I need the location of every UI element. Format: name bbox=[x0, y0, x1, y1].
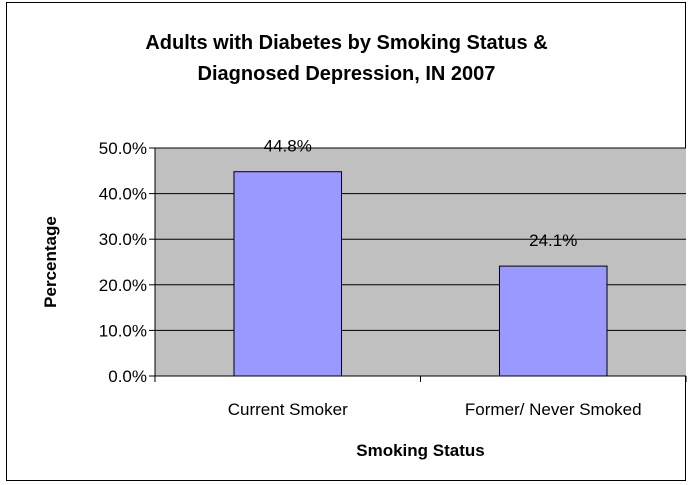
bars bbox=[233, 171, 608, 377]
chart-title-line-1: Adults with Diabetes by Smoking Status & bbox=[145, 32, 548, 54]
y-axis-title: Percentage bbox=[41, 216, 60, 308]
data-label-1: 24.1% bbox=[529, 231, 577, 250]
bar-1 bbox=[498, 265, 608, 377]
axes bbox=[149, 147, 687, 382]
y-tick-label-1: 10.0% bbox=[99, 321, 147, 340]
y-tick-label-0: 0.0% bbox=[108, 367, 147, 386]
x-tick-label-0: Current Smoker bbox=[228, 400, 348, 419]
x-axis-title: Smoking Status bbox=[356, 441, 484, 460]
y-tick-label-2: 20.0% bbox=[99, 276, 147, 295]
labels: 0.0% 10.0% 20.0% 30.0% 40.0% 50.0% 44.8% Curren… bbox=[99, 137, 642, 419]
chart-title-line-2: Diagnosed Depression, IN 2007 bbox=[197, 63, 496, 85]
bar-0 bbox=[233, 171, 343, 377]
y-tick-label-4: 40.0% bbox=[99, 185, 147, 204]
data-label-0: 44.8% bbox=[264, 137, 312, 156]
y-tick-label-3: 30.0% bbox=[99, 230, 147, 249]
y-tick-label-5: 50.0% bbox=[99, 139, 147, 158]
x-tick-label-1: Former/ Never Smoked bbox=[465, 400, 642, 419]
